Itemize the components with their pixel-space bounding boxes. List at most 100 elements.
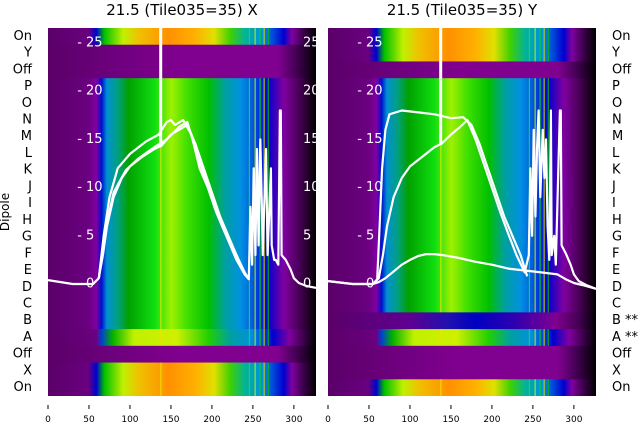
spectral-line-stripe (528, 28, 530, 46)
spectral-line-stripe (543, 295, 545, 313)
x-tick-label: 200 (203, 415, 220, 425)
spectral-line-stripe (248, 111, 250, 129)
spectral-line-stripe (547, 94, 549, 113)
spectral-line-stripe (534, 28, 536, 46)
heatmap-row (48, 61, 316, 79)
heatmap-row (328, 362, 596, 380)
spectral-line-stripe (263, 362, 265, 380)
spectral-line-stripe (160, 312, 162, 330)
row-label: X (612, 363, 621, 378)
spectral-line-stripe (528, 379, 530, 396)
spectral-line-stripe (259, 28, 261, 46)
spectral-line-stripe (160, 195, 162, 213)
spectral-line-stripe (534, 44, 536, 62)
spectral-line-stripe (259, 78, 261, 96)
line-tick-label: 25 (366, 36, 383, 51)
row-label: M (21, 129, 32, 144)
spectral-line-stripe (543, 278, 545, 297)
spectral-line-stripe (543, 228, 545, 246)
spectral-line-stripe (440, 329, 442, 347)
row-label: O (22, 96, 32, 111)
spectral-line-stripe (547, 111, 549, 129)
x-tick-label: 250 (524, 415, 541, 425)
heatmap-row (328, 145, 596, 163)
spectral-line-stripe (254, 128, 256, 146)
heatmap-row (48, 44, 316, 62)
spectral-line-stripe (528, 329, 530, 347)
spectral-line-stripe (254, 28, 256, 46)
spectral-line-stripe (267, 278, 269, 297)
spectral-line-stripe (263, 278, 265, 297)
line-tick-mark: - (357, 180, 362, 195)
row-label: E (24, 263, 32, 278)
row-label: D (612, 280, 622, 295)
spectral-line-stripe (543, 28, 545, 46)
x-tick-label: 300 (565, 415, 582, 425)
spectral-line-stripe (534, 379, 536, 396)
row-label: B ** (612, 313, 639, 328)
spectral-line-stripe (263, 295, 265, 313)
line-tick-label: 10 (86, 180, 103, 195)
spectral-line-stripe (248, 379, 250, 396)
line-tick-label: 20 (86, 84, 103, 99)
spectral-line-stripe (160, 379, 162, 396)
spectral-line-stripe (160, 145, 162, 163)
spectral-line-stripe (440, 379, 442, 396)
spectral-line-stripe (539, 94, 541, 113)
spectral-line-stripe (539, 44, 541, 62)
spectral-line-stripe (543, 78, 545, 96)
spectral-line-stripe (160, 278, 162, 297)
spectral-line-stripe (543, 111, 545, 129)
row-label: A (23, 330, 32, 345)
line-tick-label: 25 (86, 36, 103, 51)
spectral-line-stripe (267, 312, 269, 330)
spectral-line-stripe (534, 111, 536, 129)
spectral-line-stripe (263, 245, 265, 263)
spectral-line-stripe (248, 94, 250, 113)
row-label: J (27, 179, 32, 194)
x-tick-label: 50 (83, 415, 95, 425)
row-label: P (612, 79, 620, 94)
spectral-line-stripe (259, 295, 261, 313)
spectral-line-stripe (254, 362, 256, 380)
spectral-line-stripe (539, 295, 541, 313)
line-series-group (48, 28, 316, 289)
spectral-line-stripe (248, 28, 250, 46)
spectral-line-stripe (547, 178, 549, 196)
line-trace-1 (328, 109, 529, 286)
spectral-line-stripe (254, 78, 256, 96)
spectral-line-stripe (259, 228, 261, 246)
panel-title: 21.5 (Tile035=35) X (106, 1, 257, 19)
panel-x: 21.5 (Tile035=35) XOnYOffPONMLKJIHGFEDCB… (13, 1, 316, 425)
spectral-line-stripe (259, 379, 261, 396)
panel-y: 21.5 (Tile035=35) YOnYOffPONMLKJIHGFEDCB… (325, 1, 638, 425)
row-label: F (612, 246, 619, 261)
row-label: X (23, 363, 32, 378)
spectral-line-stripe (534, 128, 536, 146)
spectral-line-stripe (534, 278, 536, 297)
spectral-line-stripe (259, 128, 261, 146)
spectral-line-stripe (259, 262, 261, 280)
line-tick-mark: - (77, 228, 82, 243)
x-tick-label: 150 (442, 415, 459, 425)
spectral-line-stripe (440, 278, 442, 297)
line-tick-mark: - (357, 36, 362, 51)
row-label: L (612, 146, 620, 161)
spectral-line-stripe (547, 329, 549, 347)
x-tick-label: 100 (121, 415, 138, 425)
spectral-line-stripe (539, 278, 541, 297)
row-label: N (22, 113, 32, 128)
spectral-line-stripe (259, 329, 261, 347)
heatmap-row (48, 345, 316, 364)
spectral-line-stripe (539, 228, 541, 246)
row-label: G (612, 230, 622, 245)
spectral-line-stripe (267, 161, 269, 180)
line-trace-3 (97, 120, 250, 280)
line-trace-3 (328, 253, 596, 290)
spectral-line-stripe (543, 212, 545, 230)
spectral-line-stripe (534, 295, 536, 313)
line-tick-mark: - (77, 36, 82, 51)
line-tick-label: 15 (366, 132, 383, 147)
spectral-line-stripe (267, 379, 269, 396)
